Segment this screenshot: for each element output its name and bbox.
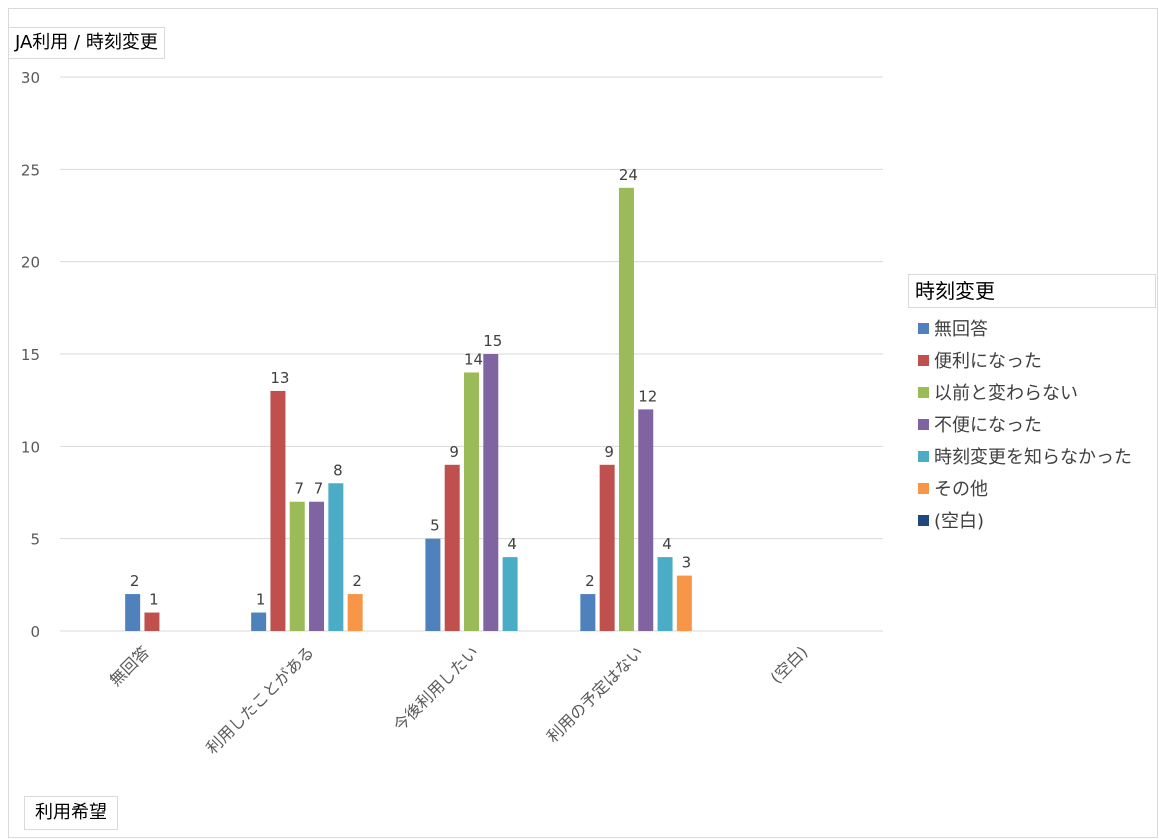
y-tick-label: 5 [30,531,40,549]
y-tick-label: 25 [21,161,40,179]
legend: 無回答 便利になった 以前と変わらない 不便になった 時刻変更を知らなかった そ… [918,312,1132,536]
legend-item: 以前と変わらない [918,376,1132,408]
bar [270,390,286,631]
bar [125,594,141,631]
category-label: 利用の予定はない [543,642,647,746]
bar [483,354,499,631]
data-label: 12 [638,387,657,405]
bar [580,594,596,631]
y-tick-label: 10 [21,438,40,456]
data-label: 3 [682,554,692,572]
legend-item: その他 [918,472,1132,504]
bar [444,464,460,631]
data-label: 2 [130,572,140,590]
legend-item: 時刻変更を知らなかった [918,440,1132,472]
data-label: 8 [333,461,343,479]
legend-item: 便利になった [918,344,1132,376]
legend-label: 以前と変わらない [934,383,1078,404]
data-label: 14 [464,350,483,368]
bar [251,612,267,631]
data-label: 13 [270,369,289,387]
y-tick-label: 0 [30,623,40,641]
legend-label: その他 [934,479,988,500]
legend-label: 不便になった [934,415,1042,436]
bar [638,409,654,631]
legend-swatch [918,418,929,430]
bar [144,612,160,631]
data-label: 9 [449,443,459,461]
report-filter-button[interactable]: JA利用 / 時刻変更 [8,27,165,59]
legend-label: 無回答 [934,319,988,340]
bar [289,501,305,631]
legend-label: 時刻変更を知らなかった [934,447,1132,468]
bar [618,187,634,632]
data-label: 2 [352,572,362,590]
data-label: 7 [294,480,304,498]
legend-swatch [918,354,929,366]
category-label: 今後利用したい [390,642,483,735]
data-label: 2 [585,572,595,590]
bar [676,575,692,631]
data-label: 15 [483,332,502,350]
bar [347,594,363,631]
bar [502,557,518,631]
category-label: 無回答 [106,642,153,689]
data-label: 4 [662,535,672,553]
chart-frame [8,8,1158,838]
bar [328,483,344,631]
data-label: 24 [619,166,638,184]
legend-label: 便利になった [934,351,1042,372]
legend-field-button[interactable]: 時刻変更 [908,274,1156,308]
legend-item: 無回答 [918,312,1132,344]
legend-swatch [918,322,929,334]
bar [599,464,615,631]
y-tick-label: 30 [21,69,40,87]
bar [425,538,441,631]
data-label: 4 [507,535,517,553]
legend-label: (空白) [934,511,985,532]
legend-swatch [918,514,929,526]
data-label: 5 [430,517,440,535]
data-label: 7 [314,480,324,498]
axis-field-button[interactable]: 利用希望 [24,796,118,830]
legend-item: 不便になった [918,408,1132,440]
legend-swatch [918,482,929,494]
legend-swatch [918,450,929,462]
bar [657,557,673,631]
data-label: 1 [149,591,159,609]
category-label: 利用したことがある [202,642,317,757]
legend-swatch [918,386,929,398]
y-tick-label: 20 [21,254,40,272]
data-label: 9 [604,443,614,461]
y-tick-label: 15 [21,346,40,364]
legend-item: (空白) [918,504,1132,536]
bar [309,501,325,631]
data-label: 1 [256,591,266,609]
bar [464,372,479,631]
category-label: (空白) [767,642,812,687]
